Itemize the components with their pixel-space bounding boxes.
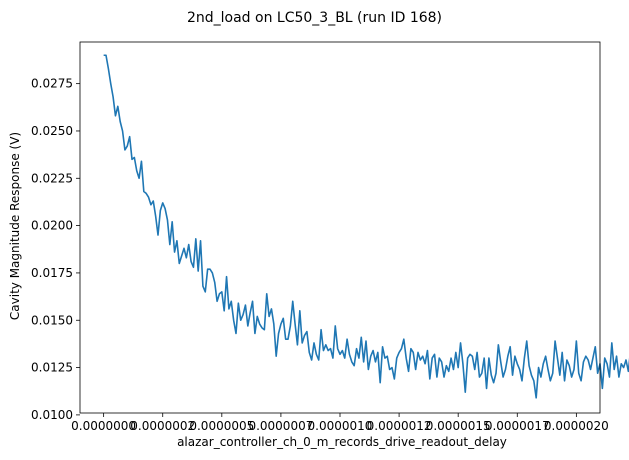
y-tick-label: 0.0275 <box>31 77 73 91</box>
x-tick-label: 0.0000012 <box>367 419 432 433</box>
x-tick-label: 0.0000015 <box>426 419 491 433</box>
y-tick-label: 0.0100 <box>31 408 73 422</box>
x-tick-label: 0.0000002 <box>130 419 195 433</box>
y-tick-label: 0.0225 <box>31 171 73 185</box>
plot-area: 0.00000000.00000020.00000050.00000070.00… <box>31 41 629 433</box>
x-tick-label: 0.0000005 <box>189 419 254 433</box>
x-tick-label: 0.0000017 <box>485 419 550 433</box>
x-axis-label: alazar_controller_ch_0_m_records_drive_r… <box>177 435 507 449</box>
y-tick-label: 0.0125 <box>31 361 73 375</box>
x-tick-label: 0.0000020 <box>544 419 609 433</box>
x-tick-label: 0.0000010 <box>308 419 373 433</box>
y-axis-label: Cavity Magnitude Response (V) <box>8 132 22 320</box>
y-tick-label: 0.0250 <box>31 124 73 138</box>
series-line-0 <box>103 54 629 399</box>
chart-title: 2nd_load on LC50_3_BL (run ID 168) <box>187 10 442 26</box>
x-tick-label: 0.0000000 <box>71 419 136 433</box>
x-tick-label: 0.0000007 <box>248 419 313 433</box>
y-tick-label: 0.0150 <box>31 313 73 327</box>
y-tick-label: 0.0175 <box>31 266 73 280</box>
y-tick-label: 0.0200 <box>31 219 73 233</box>
